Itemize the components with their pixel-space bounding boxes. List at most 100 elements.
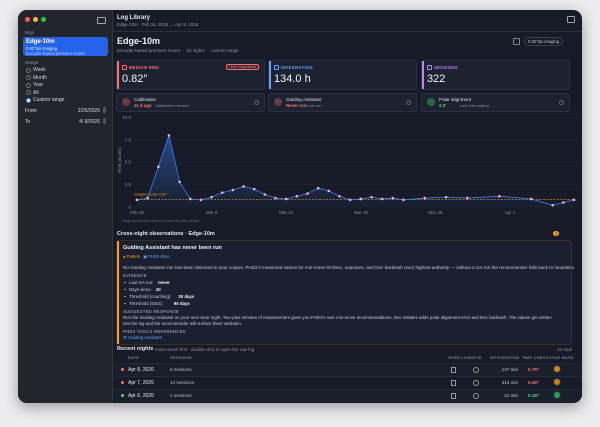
y-tick-label: 7.5 <box>125 137 132 142</box>
to-label: To <box>25 119 31 125</box>
stat-value: 322 <box>427 73 446 85</box>
radio[interactable] <box>26 75 31 80</box>
minimize-button[interactable] <box>33 17 38 22</box>
night-date: Apr 7, 2026 <box>128 380 154 386</box>
star-mass <box>553 378 561 386</box>
status-title: Calibration <box>134 97 156 102</box>
stat-value: 0.82″ <box>122 73 148 85</box>
evidence-label: Threshold (strict): <box>129 301 164 306</box>
range-option[interactable]: All <box>33 89 39 96</box>
point <box>135 198 139 202</box>
status-detail: Last GA reading <box>460 103 489 109</box>
open-log-icon[interactable] <box>451 379 456 386</box>
observation-count: 1 <box>553 231 560 236</box>
tag: ▣ PHD2 drive <box>143 254 170 259</box>
zoom-button[interactable] <box>41 17 46 22</box>
night-sessions: 13 sessions <box>170 380 195 385</box>
status-card: Guiding Assistant Never run Last run <box>268 93 417 112</box>
x-tick-label: Feb 26 <box>130 210 145 215</box>
status-detail: Last run <box>307 103 322 109</box>
copy-icon[interactable] <box>513 38 520 45</box>
range-option[interactable]: Month <box>33 74 47 81</box>
status-title: Guiding Assistant <box>286 97 322 102</box>
stat-flag: Over equivalent <box>226 64 259 70</box>
observation-body: No Guiding Assistant run has been detect… <box>123 265 576 270</box>
open-log-icon[interactable] <box>451 392 456 399</box>
bullet <box>124 295 126 297</box>
stepper[interactable] <box>103 118 106 124</box>
share-button[interactable] <box>567 16 575 23</box>
note-icon[interactable] <box>473 379 479 386</box>
recent-title: Recent nights <box>117 346 154 352</box>
radio[interactable] <box>26 97 31 103</box>
rig-name: Edge-10m <box>26 39 55 45</box>
info-icon[interactable] <box>406 100 411 105</box>
app-window: Rigs Edge-10m 0.82″/px imaging Encoder-b… <box>18 10 582 403</box>
range-option[interactable]: Year <box>33 82 44 88</box>
response-text: Run the Guiding Assistant on your next c… <box>123 315 552 326</box>
tag-text: Pattern <box>126 254 141 259</box>
night-date: Apr 8, 2026 <box>128 367 154 373</box>
chip: 24 nights <box>186 48 205 53</box>
range-option[interactable]: Week <box>33 67 46 73</box>
table-row[interactable] <box>114 376 582 389</box>
chart: 0 2.5 5.0 7.5 10.0 RMS (arcsec) Feb 26 Mar 5 Mar… <box>117 115 578 223</box>
point <box>167 134 171 137</box>
column-header: NOTE <box>470 356 482 360</box>
table-row[interactable] <box>114 389 582 402</box>
y-tick-label: 2.5 <box>125 182 132 187</box>
status-value: Never run <box>286 103 307 108</box>
table-row[interactable] <box>114 363 582 376</box>
stat-accent <box>117 61 119 89</box>
status-icon <box>274 98 282 106</box>
to-date[interactable]: 4/ 8/2026 <box>79 119 100 125</box>
status-card: Calibration 11 d ago Calibration needed <box>116 93 265 112</box>
night-rms: 0.75″ <box>528 367 540 372</box>
point <box>263 193 267 196</box>
stepper[interactable] <box>103 107 106 113</box>
close-button[interactable] <box>25 17 30 22</box>
from-date[interactable]: 2/26/2026 <box>77 108 100 114</box>
x-tick-label: Mar 26 <box>428 210 443 215</box>
info-icon[interactable] <box>559 100 564 105</box>
note-icon[interactable] <box>473 366 479 373</box>
night-date: Apr 6, 2026 <box>128 393 154 399</box>
point <box>572 198 576 202</box>
rig-item[interactable]: Edge-10m 0.82″/px imaging Encoder-based … <box>23 37 108 56</box>
radio[interactable] <box>26 90 31 95</box>
column-header: STAR MASS <box>549 356 574 360</box>
sidebar-toggle[interactable] <box>97 17 106 24</box>
section-label: Rigs <box>25 30 35 35</box>
info-icon[interactable] <box>254 100 259 105</box>
star-mass <box>553 365 561 373</box>
radio[interactable] <box>26 67 31 73</box>
point <box>274 196 277 200</box>
stat-label: SESSIONS <box>434 65 458 70</box>
point <box>157 165 160 169</box>
point <box>562 201 565 204</box>
observations-title: Cross-night observations · Edge-10m <box>117 231 215 237</box>
status-dot <box>121 368 124 371</box>
night-sessions: 6 sessions <box>170 367 192 372</box>
star-mass <box>553 391 561 399</box>
point <box>146 196 149 200</box>
stat-label: MEDIAN RMS <box>129 65 159 70</box>
recent-total: 24 total <box>557 347 572 352</box>
bullet <box>124 281 126 283</box>
point <box>242 185 245 188</box>
point <box>402 198 405 202</box>
tool-link[interactable]: ⚙ Guiding Assistant <box>123 335 163 340</box>
evidence-label: Days since: <box>129 287 152 292</box>
status-card: Polar alignment 2.3′ Last GA reading <box>421 93 570 112</box>
observation-card[interactable]: Guiding Assistant has never been run ● P… <box>116 240 576 345</box>
point <box>423 196 427 200</box>
column-header: SESSIONS <box>170 356 192 360</box>
column-header: INTEGRATION <box>490 356 520 360</box>
open-log-icon[interactable] <box>451 366 456 373</box>
response-label: SUGGESTED RESPONSE <box>123 309 180 314</box>
note-icon[interactable] <box>473 392 479 399</box>
chart-hint: Drag across the chart to zoom into that … <box>122 219 199 223</box>
radio[interactable] <box>26 82 31 88</box>
night-integration: 21 min <box>504 393 518 398</box>
range-option[interactable]: Custom range <box>33 97 65 103</box>
